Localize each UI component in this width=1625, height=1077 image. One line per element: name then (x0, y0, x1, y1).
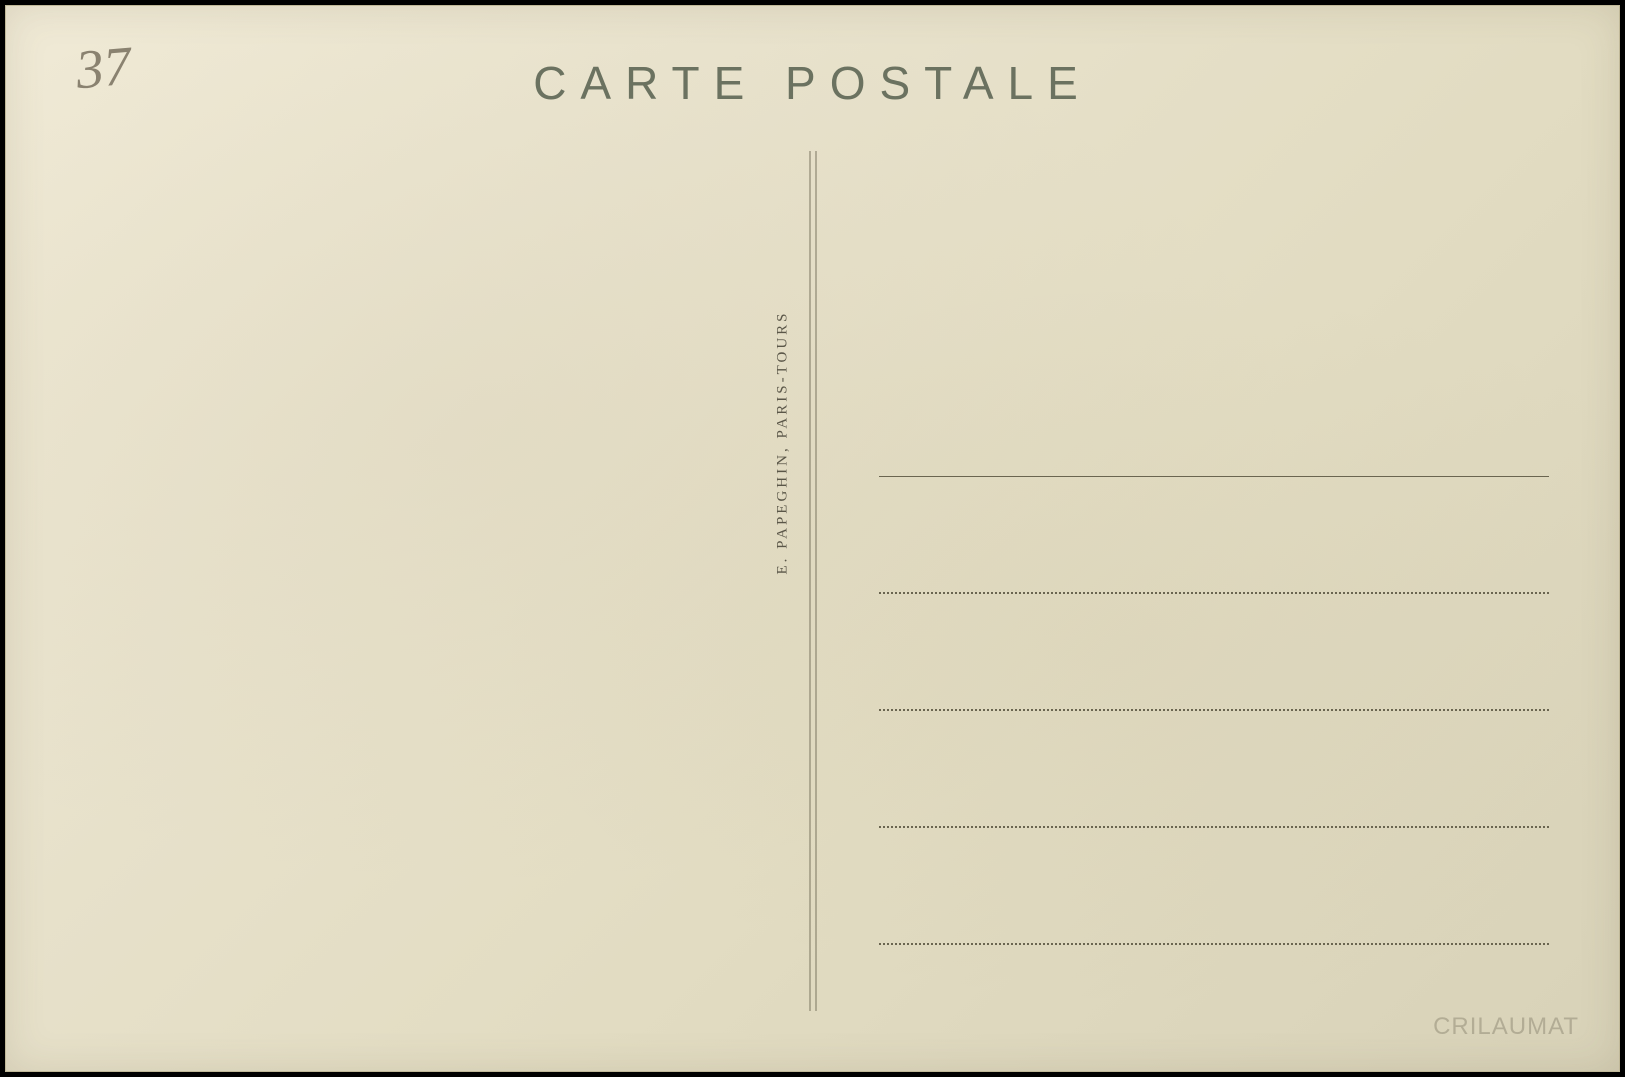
card-title: CARTE POSTALE (533, 56, 1092, 110)
address-line (879, 709, 1549, 711)
postcard-back: 37 CARTE POSTALE E. PAPEGHIN, PARIS-TOUR… (5, 5, 1620, 1072)
divider-line-right (815, 151, 816, 1011)
divider-line-left (809, 151, 810, 1011)
address-line (879, 826, 1549, 828)
center-divider (809, 151, 816, 1011)
address-line (879, 943, 1549, 945)
address-line (879, 592, 1549, 594)
watermark-text: CRILAUMAT (1433, 1013, 1579, 1041)
address-line (879, 476, 1549, 477)
publisher-imprint: E. PAPEGHIN, PARIS-TOURS (775, 311, 792, 575)
handwritten-annotation: 37 (73, 34, 133, 102)
address-area (879, 476, 1549, 1060)
